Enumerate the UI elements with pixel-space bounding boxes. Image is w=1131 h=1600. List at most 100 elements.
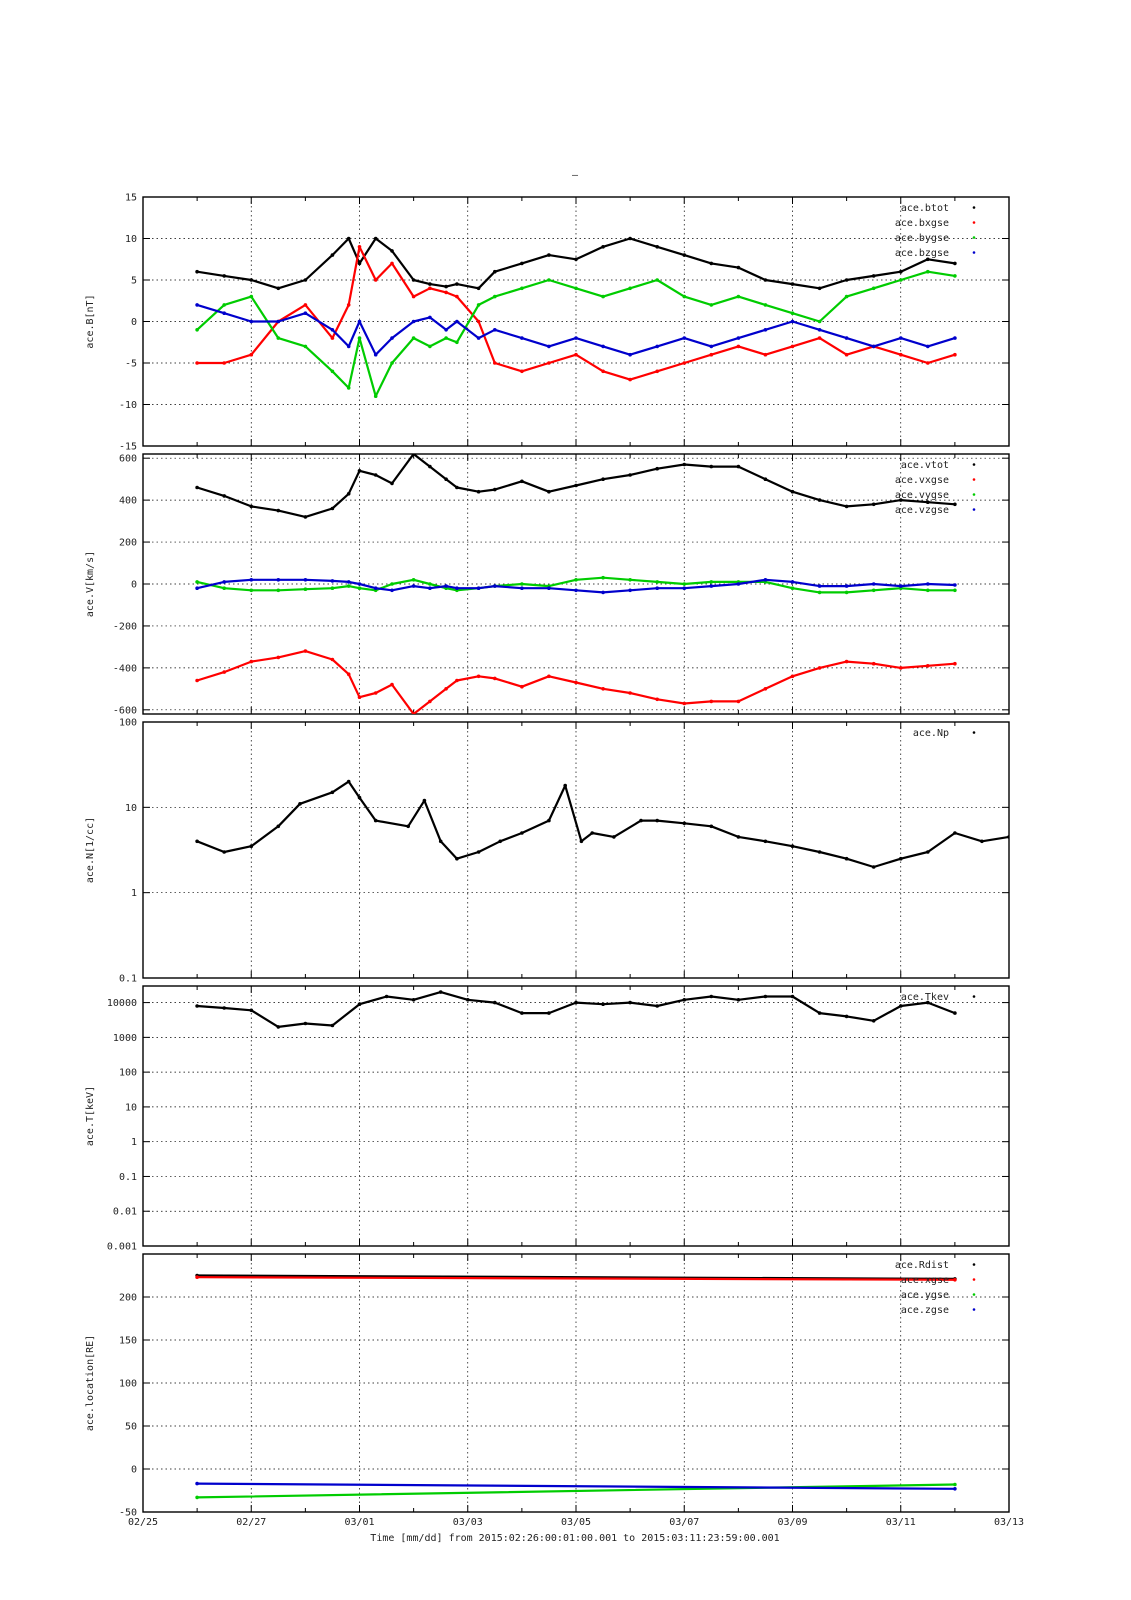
data-point <box>655 466 659 471</box>
data-point <box>276 655 281 660</box>
data-point <box>455 856 459 861</box>
data-point <box>574 680 578 685</box>
data-point <box>574 1000 578 1005</box>
data-point <box>612 835 616 839</box>
data-point <box>493 584 497 588</box>
data-point <box>709 584 714 588</box>
data-point <box>276 1025 281 1029</box>
data-point <box>590 831 594 835</box>
legend-marker <box>972 493 976 496</box>
data-point <box>520 369 524 374</box>
x-tick-label: 03/11 <box>886 1517 916 1528</box>
x-tick-label: 03/05 <box>561 1517 591 1528</box>
legend-marker <box>972 463 976 466</box>
data-point <box>346 580 351 584</box>
data-point <box>455 586 459 590</box>
data-point <box>249 588 254 593</box>
data-point <box>790 319 795 324</box>
data-point <box>346 303 351 307</box>
data-point <box>390 249 394 253</box>
data-point <box>222 494 226 498</box>
x-tick-label: 03/09 <box>777 1517 807 1528</box>
data-point <box>736 336 741 340</box>
data-point <box>373 818 378 823</box>
data-point <box>444 290 448 295</box>
data-point <box>455 485 459 490</box>
data-point <box>195 1495 199 1500</box>
data-point <box>871 588 876 593</box>
data-point <box>357 586 362 590</box>
data-point <box>373 236 378 241</box>
data-point <box>926 588 930 593</box>
y-tick-label: -15 <box>119 442 137 453</box>
series-ace.bxgse <box>195 245 957 382</box>
data-point <box>222 361 226 365</box>
data-point <box>601 369 605 374</box>
series-line <box>196 1276 956 1281</box>
data-point <box>709 352 714 357</box>
y-tick-label: 10 <box>125 234 137 245</box>
data-point <box>628 1000 632 1005</box>
legend-marker <box>972 1308 976 1311</box>
data-point <box>195 678 199 683</box>
legend-entry: ace.vxgse <box>895 475 949 486</box>
data-point <box>444 328 448 332</box>
data-point <box>899 269 903 274</box>
data-point <box>763 477 768 482</box>
data-point <box>763 352 768 357</box>
data-point <box>520 336 524 340</box>
y-tick-label: 600 <box>119 454 137 465</box>
y-tick-label: 15 <box>125 193 137 204</box>
data-point <box>422 798 427 803</box>
data-point <box>406 824 411 829</box>
data-point <box>601 477 605 482</box>
data-point <box>520 286 524 291</box>
data-point <box>455 282 459 286</box>
y-tick-label: -400 <box>113 663 137 674</box>
data-point <box>790 580 795 584</box>
data-point <box>438 990 443 994</box>
data-point <box>330 790 335 795</box>
data-point <box>953 583 957 587</box>
figure-title: – <box>572 170 579 181</box>
y-tick-label: 200 <box>119 1293 137 1304</box>
data-point <box>709 994 714 999</box>
data-point <box>373 394 378 399</box>
data-point <box>953 502 957 507</box>
data-point <box>390 261 394 266</box>
y-tick-label: 0 <box>131 1465 137 1476</box>
data-point <box>455 294 459 299</box>
series-ace.Tkev <box>195 990 957 1029</box>
plot-frame <box>142 721 1010 979</box>
data-point <box>249 578 254 582</box>
data-point <box>899 352 903 357</box>
data-point <box>357 245 362 249</box>
data-point <box>817 319 822 324</box>
data-point <box>411 712 416 714</box>
data-point <box>276 508 281 513</box>
data-point <box>373 473 378 477</box>
data-point <box>428 464 432 469</box>
y-tick-label: 0.001 <box>107 1242 137 1253</box>
data-point <box>736 294 741 299</box>
data-point <box>736 344 741 349</box>
data-point <box>444 477 448 482</box>
data-point <box>682 336 687 340</box>
data-point <box>493 269 497 274</box>
data-point <box>709 464 714 469</box>
data-point <box>655 278 659 282</box>
data-point <box>547 674 551 679</box>
series-line <box>196 780 1009 869</box>
data-point <box>373 691 378 695</box>
data-point <box>817 336 822 340</box>
data-point <box>601 344 605 349</box>
data-point <box>346 779 351 784</box>
data-point <box>476 319 481 324</box>
data-point <box>655 344 659 349</box>
plot-frame <box>142 453 1010 715</box>
y-axis-label: ace.T[keV] <box>85 1086 96 1146</box>
y-tick-label: 150 <box>119 1336 137 1347</box>
data-point <box>493 1000 497 1005</box>
data-point <box>736 265 741 270</box>
